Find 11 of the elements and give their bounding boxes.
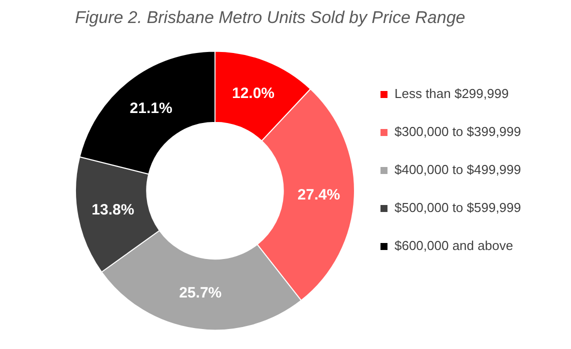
legend-label: $600,000 and above	[394, 238, 514, 254]
data-label: 21.1%	[130, 100, 172, 117]
legend-label: Less than $299,999	[394, 86, 509, 102]
chart-title: Figure 2. Brisbane Metro Units Sold by Price Range	[75, 8, 466, 27]
legend-label: $400,000 to $499,999	[394, 162, 522, 178]
data-label: 25.7%	[179, 284, 222, 302]
data-label: 12.0%	[232, 85, 275, 102]
legend-label: $300,000 to $399,999	[394, 124, 522, 140]
data-label: 27.4%	[298, 186, 340, 204]
data-label: 13.8%	[92, 201, 134, 218]
legend-label: $500,000 to $599,999	[394, 200, 522, 216]
